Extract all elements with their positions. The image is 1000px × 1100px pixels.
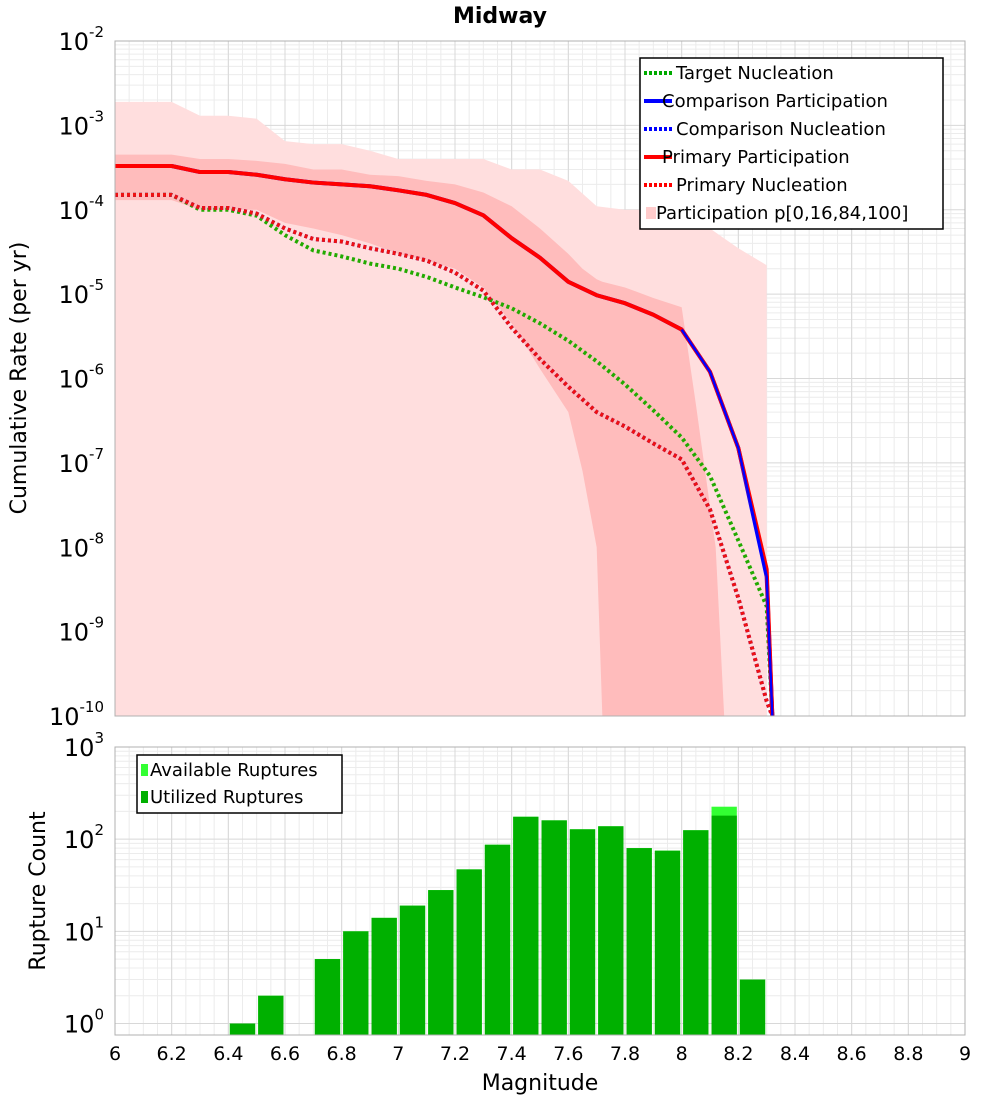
x-tick-label: 7.8 [610,1043,640,1065]
rate-plot-frame [114,40,966,717]
band-p16-p84 [115,154,725,716]
legend-label: Target Nucleation [675,63,834,84]
legend-label: Primary Participation [662,147,850,168]
rupture-plot-bars [229,806,766,1035]
series-target-nucleation [115,192,775,716]
rate-plot-legend: Target Nucleation Comparison Participatio… [639,57,944,230]
rupture-plot-legend: Available Ruptures Utilized Ruptures [136,754,343,814]
y-tick-label: 10-8 [58,529,104,562]
y-tick-label: 10-10 [49,698,104,731]
bar-utilized-ruptures [569,829,596,1035]
legend-label: Comparison Nucleation [676,119,886,140]
series-primary-nucleation [115,192,775,716]
legend-label: Comparison Participation [662,91,888,112]
rupture-plot-x-ticks: 6 6.2 6.4 6.6 6.8 7 7.2 7.4 7.6 7.8 8 8.2 8.4 8.6 8.8 9 [109,1043,971,1065]
bar-utilized-ruptures [513,816,539,1035]
bar-utilized-ruptures [541,820,567,1035]
bar-utilized-ruptures [229,1023,256,1035]
legend-label: Available Ruptures [150,760,318,781]
bar-utilized-ruptures [258,995,284,1035]
legend-swatch [141,791,148,803]
bar-utilized-ruptures [399,905,426,1035]
rupture-plot-y-label: Rupture Count [26,811,51,971]
x-tick-label: 9 [959,1043,971,1065]
legend-swatch [141,764,148,776]
rate-plot-y-label: Cumulative Rate (per yr) [7,242,32,515]
bar-utilized-ruptures [428,890,454,1035]
chart-title: Midway [453,4,547,29]
legend-label: Participation p[0,16,84,100] [656,203,908,224]
y-tick-label: 10-3 [58,107,104,140]
x-tick-label: 7 [392,1043,404,1065]
y-tick-label: 102 [64,821,104,854]
y-tick-label: 10-9 [58,614,104,647]
bar-utilized-ruptures [343,931,369,1035]
bar-utilized-ruptures [683,830,709,1035]
y-tick-label: 100 [64,1005,104,1038]
rate-plot: 10-10 10-9 10-8 10-7 10-6 10-5 10-4 10-3 10-2 Cu… [7,23,966,731]
rate-plot-y-ticks: 10-10 10-9 10-8 10-7 10-6 10-5 10-4 10-3 10-2 [49,23,104,731]
bar-utilized-ruptures [739,979,766,1035]
rupture-plot-frame [114,746,966,1036]
y-tick-label: 10-6 [58,361,104,394]
x-tick-label: 8.2 [723,1043,753,1065]
series-comparison-participation-tail [680,328,774,716]
x-tick-label: 7.4 [497,1043,527,1065]
legend-label: Primary Nucleation [676,175,848,196]
bar-utilized-ruptures [314,959,341,1035]
bar-utilized-ruptures [484,844,511,1035]
x-tick-label: 6.8 [327,1043,357,1065]
bar-utilized-ruptures [654,850,681,1035]
rate-plot-lines [115,164,775,716]
x-tick-label: 8.6 [837,1043,867,1065]
bar-utilized-ruptures [371,917,397,1035]
x-tick-label: 8.8 [893,1043,923,1065]
x-tick-label: 8 [676,1043,688,1065]
rupture-plot-y-ticks: 100 101 102 103 [64,729,104,1038]
bar-utilized-ruptures [598,826,624,1035]
legend-box [136,754,343,814]
rate-plot-bands [115,101,767,716]
legend-swatch [646,207,656,219]
rupture-count-plot: 100 101 102 103 6 6.2 6.4 6.6 6.8 7 7.2 7.4 7.6 7.8 8… [26,729,971,1096]
y-tick-label: 10-7 [58,445,104,478]
x-tick-label: 7.6 [553,1043,583,1065]
x-tick-label: 7.2 [440,1043,470,1065]
bar-utilized-ruptures [626,848,652,1035]
x-axis-label: Magnitude [482,1071,599,1096]
legend-box [639,57,944,230]
y-tick-label: 10-2 [58,23,104,56]
y-tick-label: 10-5 [58,276,104,309]
legend-label: Utilized Ruptures [150,787,303,808]
x-tick-label: 6.4 [213,1043,243,1065]
x-tick-label: 6.2 [157,1043,187,1065]
x-tick-label: 8.4 [780,1043,810,1065]
bar-utilized-ruptures [711,815,737,1035]
x-tick-label: 6.6 [270,1043,300,1065]
y-tick-label: 10-4 [58,192,104,225]
x-tick-label: 6 [109,1043,121,1065]
y-tick-label: 103 [64,729,104,762]
y-tick-label: 101 [64,913,104,946]
bar-utilized-ruptures [456,869,482,1035]
